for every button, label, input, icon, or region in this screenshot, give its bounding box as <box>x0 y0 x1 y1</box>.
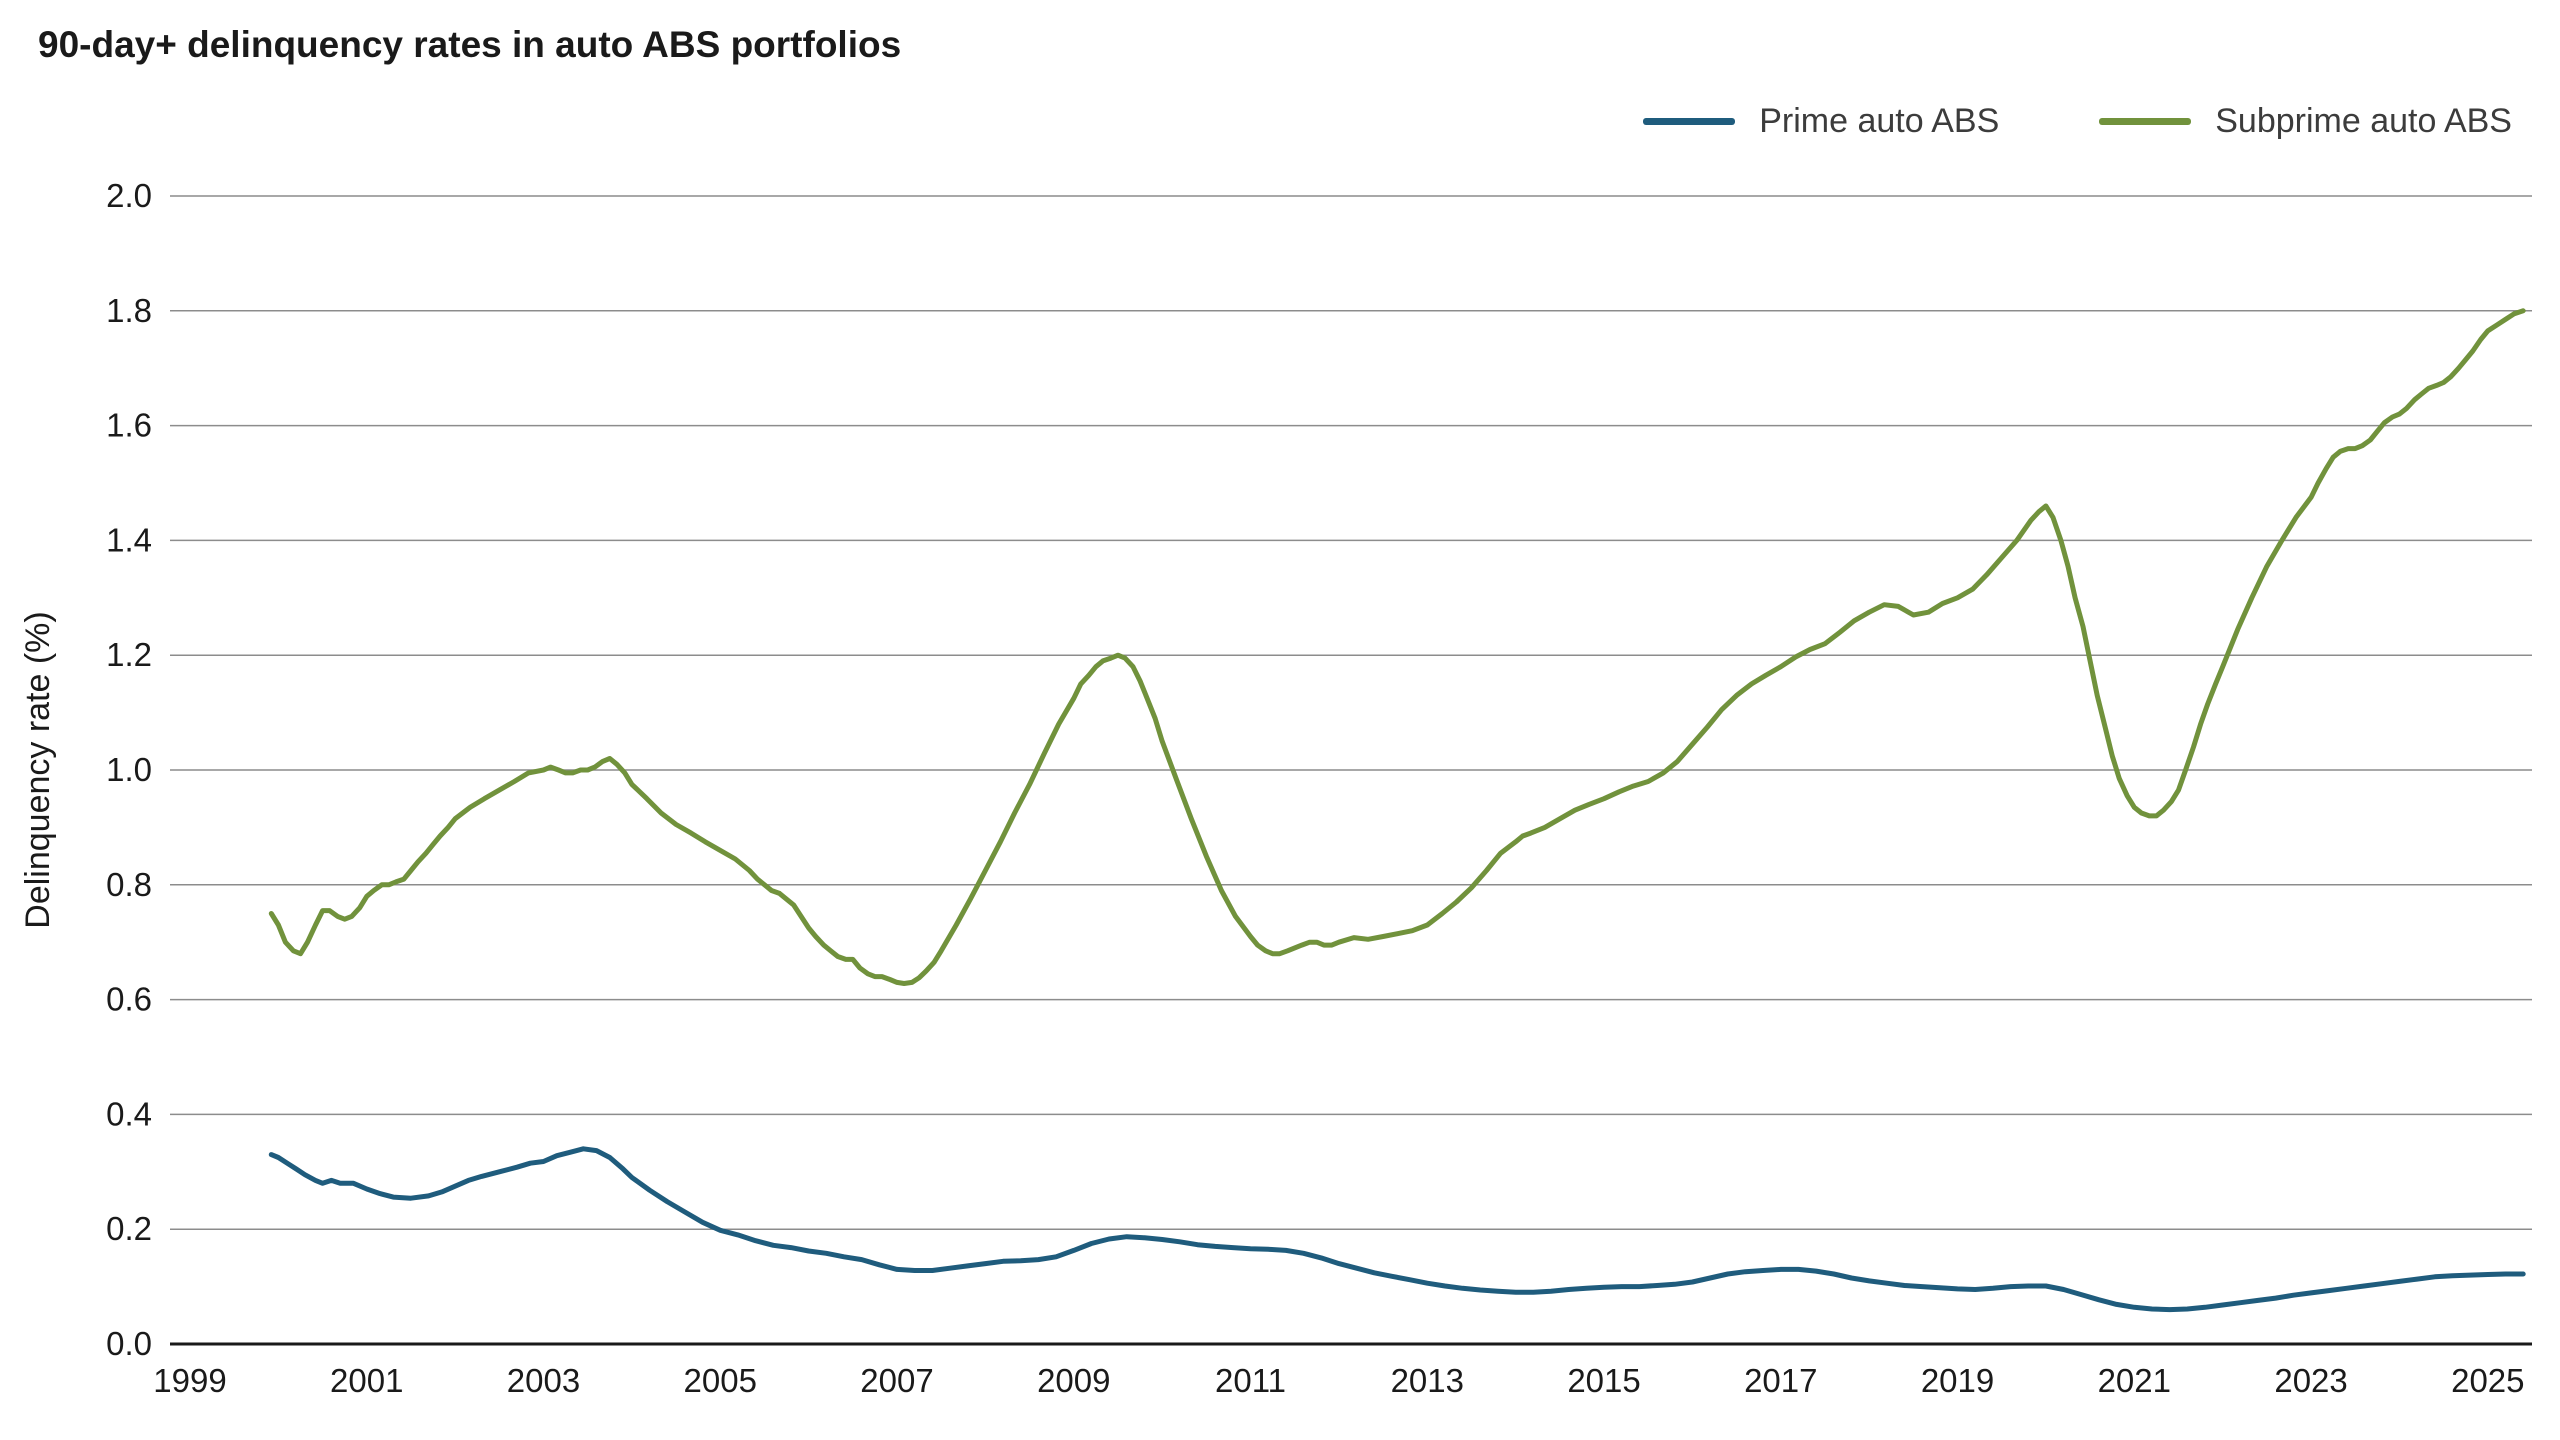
legend-item-prime: Prime auto ABS <box>1643 102 1999 141</box>
y-tick-label: 0.4 <box>106 1095 152 1132</box>
y-tick-label: 1.2 <box>106 636 152 673</box>
y-tick-label: 0.0 <box>106 1325 152 1362</box>
x-tick-label: 2005 <box>684 1362 757 1399</box>
x-tick-label: 1999 <box>153 1362 226 1399</box>
y-tick-label: 0.6 <box>106 981 152 1018</box>
x-tick-label: 2021 <box>2098 1362 2171 1399</box>
y-tick-label: 0.8 <box>106 866 152 903</box>
x-tick-label: 2017 <box>1744 1362 1817 1399</box>
legend-item-subprime: Subprime auto ABS <box>2099 102 2512 141</box>
y-axis-title: Delinquency rate (%) <box>19 611 57 928</box>
legend-label-prime: Prime auto ABS <box>1759 102 2000 140</box>
x-tick-label: 2013 <box>1391 1362 1464 1399</box>
y-tick-label: 1.8 <box>106 292 152 329</box>
x-tick-label: 2015 <box>1567 1362 1640 1399</box>
prime-line-swatch-icon <box>1643 118 1736 125</box>
x-tick-label: 2025 <box>2451 1362 2524 1399</box>
x-tick-label: 2001 <box>330 1362 403 1399</box>
x-tick-label: 2023 <box>2274 1362 2347 1399</box>
y-tick-label: 0.2 <box>106 1210 152 1247</box>
x-tick-label: 2003 <box>507 1362 580 1399</box>
x-tick-label: 2009 <box>1037 1362 1110 1399</box>
x-tick-label: 2019 <box>1921 1362 1994 1399</box>
x-tick-label: 2011 <box>1215 1362 1286 1399</box>
legend: Prime auto ABS Subprime auto ABS <box>1643 102 2512 141</box>
subprime-line-swatch-icon <box>2099 118 2192 125</box>
series-line-prime <box>268 1146 2526 1313</box>
series-line-subprime <box>268 308 2526 986</box>
x-tick-label: 2007 <box>860 1362 933 1399</box>
y-tick-label: 1.6 <box>106 407 152 444</box>
y-tick-label: 2.0 <box>106 177 152 214</box>
chart-title: 90-day+ delinquency rates in auto ABS po… <box>38 24 902 65</box>
y-tick-label: 1.4 <box>106 521 152 558</box>
y-tick-label: 1.0 <box>106 751 152 788</box>
legend-label-subprime: Subprime auto ABS <box>2215 102 2512 140</box>
